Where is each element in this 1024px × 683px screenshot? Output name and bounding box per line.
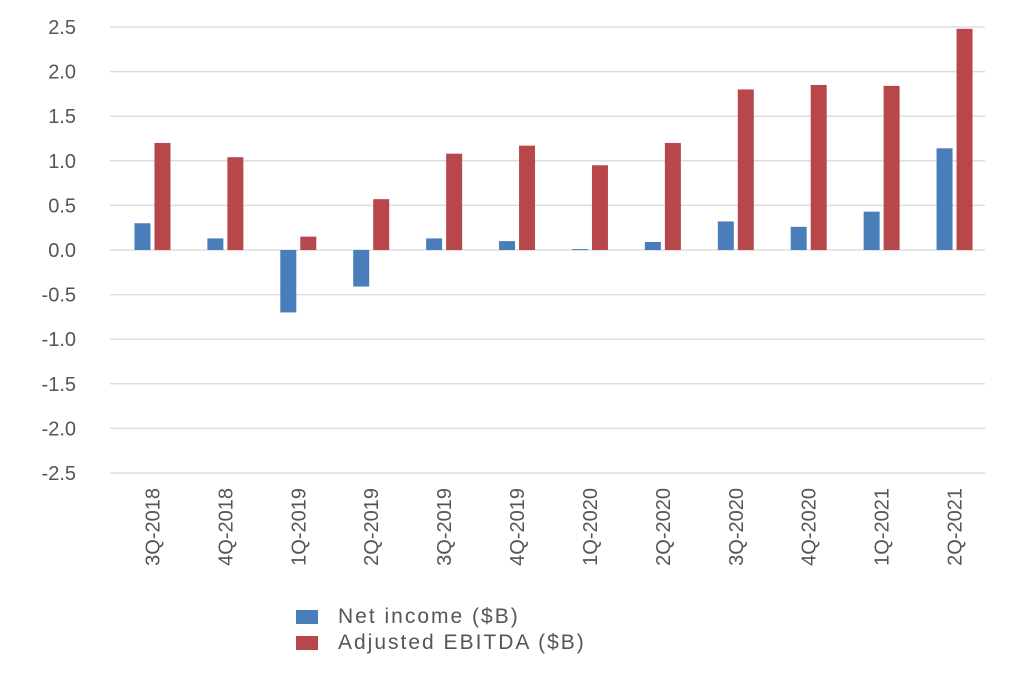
bar-adjusted-ebitda: [300, 236, 317, 250]
x-tick-label: 2Q-2021: [945, 488, 967, 566]
bar-adjusted-ebitda: [956, 28, 973, 251]
bar-adjusted-ebitda: [591, 165, 608, 250]
y-tick-label: 0.0: [48, 240, 76, 262]
x-tick-label: 2Q-2019: [361, 488, 383, 566]
bar-net-income: [134, 223, 151, 250]
y-tick-label: -1.5: [42, 374, 76, 396]
x-tick-label: 1Q-2019: [288, 488, 310, 566]
bar-net-income: [936, 148, 953, 250]
y-tick-label: -2.0: [42, 418, 76, 440]
y-tick-label: 2.0: [48, 62, 76, 84]
bar-net-income: [280, 250, 297, 313]
x-tick-label: 3Q-2020: [726, 488, 748, 566]
x-tick-label: 1Q-2020: [580, 488, 602, 566]
x-tick-label: 4Q-2018: [215, 488, 237, 566]
x-tick-label: 3Q-2018: [142, 488, 164, 566]
y-tick-label: 2.5: [48, 17, 76, 39]
y-tick-label: -2.5: [42, 463, 76, 485]
gridlines: [110, 26, 985, 474]
bar-adjusted-ebitda: [154, 142, 171, 250]
x-axis-ticks: 3Q-2018 4Q-2018 1Q-2019 2Q-2019 3Q-2019 4Q-20…: [142, 488, 966, 566]
legend-item-adjusted-ebitda: Adjusted EBITDA ($B): [296, 630, 586, 656]
bar-adjusted-ebitda: [446, 153, 463, 250]
bar-net-income: [644, 241, 661, 250]
legend: Net income ($B) Adjusted EBITDA ($B): [296, 604, 586, 656]
bar-net-income: [790, 226, 807, 250]
y-tick-label: -1.0: [42, 329, 76, 351]
bar-adjusted-ebitda: [373, 199, 390, 250]
bar-adjusted-ebitda: [227, 157, 244, 250]
bar-adjusted-ebitda: [810, 84, 827, 250]
y-tick-label: -0.5: [42, 285, 76, 307]
bar-net-income: [353, 250, 370, 287]
legend-item-net-income: Net income ($B): [296, 604, 586, 630]
legend-label-net-income: Net income ($B): [338, 605, 520, 628]
bar-adjusted-ebitda: [737, 89, 754, 250]
bar-adjusted-ebitda: [883, 85, 900, 250]
bars: [134, 28, 973, 313]
bar-net-income: [863, 211, 880, 250]
y-tick-label: 1.0: [48, 151, 76, 173]
x-tick-label: 3Q-2019: [434, 488, 456, 566]
bar-net-income: [717, 221, 734, 250]
bar-chart: 2.5 2.0 1.5 1.0 0.5 0.0 -0.5 -1.0 -1.5 -2.0 -2.5 3…: [42, 17, 985, 566]
x-tick-label: 2Q-2020: [653, 488, 675, 566]
bar-adjusted-ebitda: [519, 145, 536, 250]
bar-net-income: [571, 249, 588, 251]
bar-adjusted-ebitda: [664, 142, 681, 250]
bar-net-income: [426, 238, 443, 250]
bar-net-income: [207, 238, 224, 250]
x-tick-label: 1Q-2021: [872, 488, 894, 566]
x-tick-label: 4Q-2019: [507, 488, 529, 566]
legend-swatch-adjusted-ebitda: [296, 636, 318, 650]
x-tick-label: 4Q-2020: [799, 488, 821, 566]
bar-net-income: [499, 241, 516, 250]
legend-swatch-net-income: [296, 610, 318, 624]
y-tick-label: 1.5: [48, 106, 76, 128]
legend-label-adjusted-ebitda: Adjusted EBITDA ($B): [338, 631, 586, 654]
y-axis-ticks: 2.5 2.0 1.5 1.0 0.5 0.0 -0.5 -1.0 -1.5 -2.0 -2.5: [42, 17, 76, 485]
y-tick-label: 0.5: [48, 195, 76, 217]
